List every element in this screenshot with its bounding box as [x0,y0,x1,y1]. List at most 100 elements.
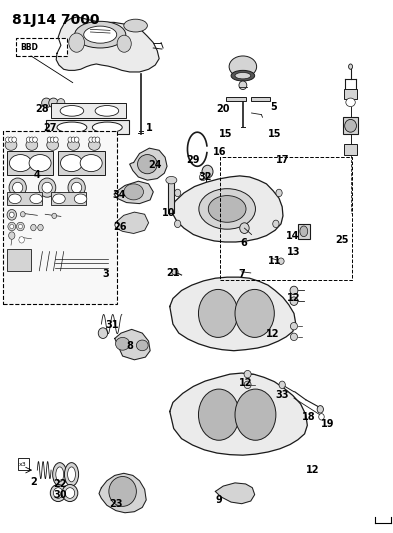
Ellipse shape [172,269,178,275]
Ellipse shape [124,184,143,200]
Ellipse shape [229,56,257,77]
Bar [46,120,129,134]
Bar [16,38,67,56]
Ellipse shape [290,322,298,330]
Ellipse shape [61,155,83,172]
Ellipse shape [95,137,100,142]
Text: 81J14 7000: 81J14 7000 [12,13,99,27]
Ellipse shape [26,137,31,142]
Text: 17: 17 [276,155,290,165]
Ellipse shape [319,414,324,420]
Ellipse shape [68,137,73,142]
Ellipse shape [56,467,64,482]
Ellipse shape [42,182,52,193]
Ellipse shape [273,220,279,228]
Ellipse shape [9,194,21,204]
Text: 2: 2 [30,478,37,487]
Ellipse shape [53,194,65,204]
Ellipse shape [9,155,31,172]
Ellipse shape [109,477,136,506]
Text: 12: 12 [266,329,280,339]
Text: x3: x3 [19,462,27,467]
Ellipse shape [279,381,285,389]
Ellipse shape [198,289,238,337]
Ellipse shape [235,389,276,440]
Ellipse shape [5,140,17,150]
Ellipse shape [72,182,82,193]
Ellipse shape [9,212,14,217]
Ellipse shape [92,122,122,133]
Text: 29: 29 [186,155,199,165]
Polygon shape [130,148,167,180]
Bar [7,249,31,271]
Ellipse shape [290,333,298,341]
Ellipse shape [117,35,131,52]
Bar [344,144,357,155]
Ellipse shape [74,137,79,142]
Text: 16: 16 [213,147,226,157]
Text: 15: 15 [268,130,282,139]
Text: 26: 26 [113,222,127,231]
Ellipse shape [244,370,251,378]
Text: 12: 12 [306,465,319,475]
Ellipse shape [199,189,255,229]
Ellipse shape [7,209,17,220]
Ellipse shape [74,194,87,204]
Bar [18,458,29,470]
Ellipse shape [68,178,85,197]
Text: 7: 7 [238,270,245,279]
Ellipse shape [116,337,130,350]
Polygon shape [114,181,153,204]
Ellipse shape [50,137,55,142]
Polygon shape [115,212,149,233]
Bar [51,192,86,205]
Ellipse shape [71,137,76,142]
Polygon shape [99,473,146,513]
Ellipse shape [174,220,181,228]
Bar [51,103,126,118]
Ellipse shape [26,140,38,150]
Ellipse shape [12,137,17,142]
Ellipse shape [6,137,10,142]
Ellipse shape [124,19,147,32]
Text: 19: 19 [321,419,335,429]
Ellipse shape [57,99,65,107]
Ellipse shape [278,258,284,264]
Text: 13: 13 [287,247,301,257]
Bar [3,131,117,304]
Text: 4: 4 [34,170,41,180]
Ellipse shape [19,237,24,243]
Bar [344,89,357,99]
Bar [298,224,310,239]
Polygon shape [172,176,283,242]
Ellipse shape [20,212,25,217]
Ellipse shape [208,196,246,222]
Ellipse shape [10,224,14,229]
Ellipse shape [30,194,42,204]
Ellipse shape [57,122,87,133]
Ellipse shape [290,297,298,305]
Ellipse shape [88,140,100,150]
Bar [7,192,42,205]
Ellipse shape [166,176,177,184]
Ellipse shape [52,213,57,219]
Text: 12: 12 [287,294,301,303]
Text: 8: 8 [126,342,133,351]
Ellipse shape [202,165,213,178]
Ellipse shape [64,463,79,486]
Ellipse shape [38,224,43,231]
Ellipse shape [300,226,308,237]
Text: 5: 5 [270,102,277,111]
Ellipse shape [9,178,26,197]
Text: 11: 11 [268,256,282,266]
Ellipse shape [244,381,251,389]
Text: 15: 15 [219,130,232,139]
Ellipse shape [65,488,75,498]
Ellipse shape [345,119,356,132]
Ellipse shape [8,222,16,231]
Ellipse shape [50,484,66,502]
Ellipse shape [239,81,247,90]
Ellipse shape [18,224,22,229]
Text: 24: 24 [149,160,162,170]
Text: 25: 25 [335,235,349,245]
